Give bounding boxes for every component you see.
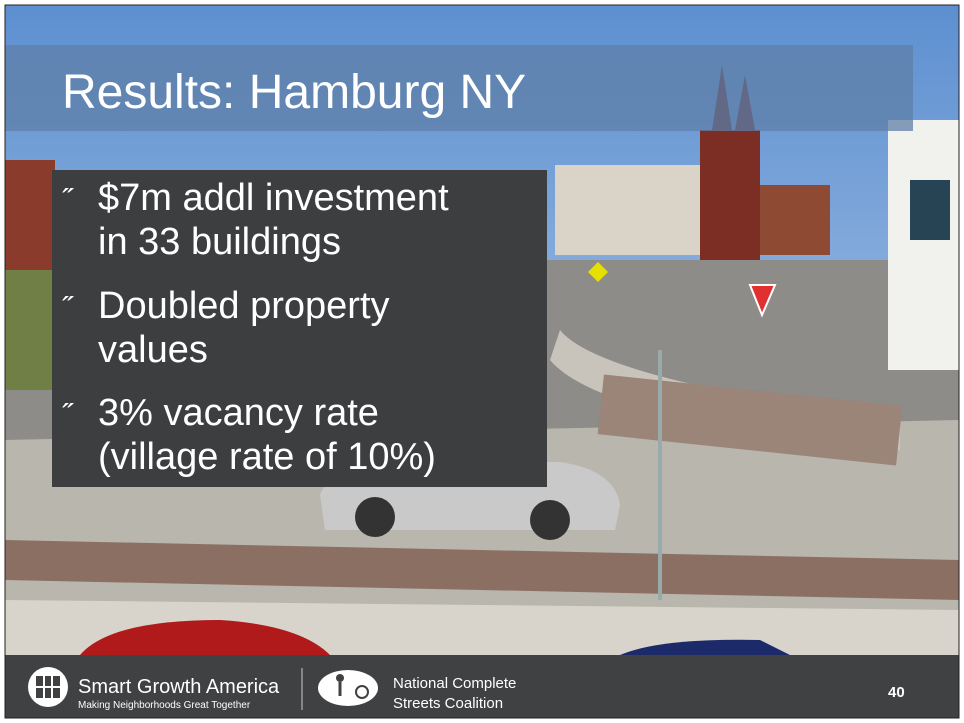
bullet-text: Doubled property	[98, 285, 390, 327]
bullet-text: 3% vacancy rate	[98, 392, 379, 434]
ncsc-logo	[318, 670, 378, 706]
bullet-text: $7m addl investment	[98, 177, 449, 219]
org2-line2: Streets Coalition	[393, 695, 503, 712]
page: Results: Hamburg NY ˝$7m addl investment…	[0, 0, 964, 723]
bullet-text: (village rate of 10%)	[98, 436, 436, 478]
slide-title: Results: Hamburg NY	[62, 66, 526, 119]
sga-logo	[28, 667, 68, 707]
org1-tagline: Making Neighborhoods Great Together	[78, 700, 251, 711]
bullet-text: in 33 buildings	[98, 221, 341, 263]
org2-line1: National Complete	[393, 675, 516, 692]
org1-name: Smart Growth America	[78, 676, 280, 698]
slide: Results: Hamburg NY ˝$7m addl investment…	[0, 0, 964, 723]
bullet-text: values	[98, 329, 208, 371]
page-number: 40	[888, 684, 905, 701]
